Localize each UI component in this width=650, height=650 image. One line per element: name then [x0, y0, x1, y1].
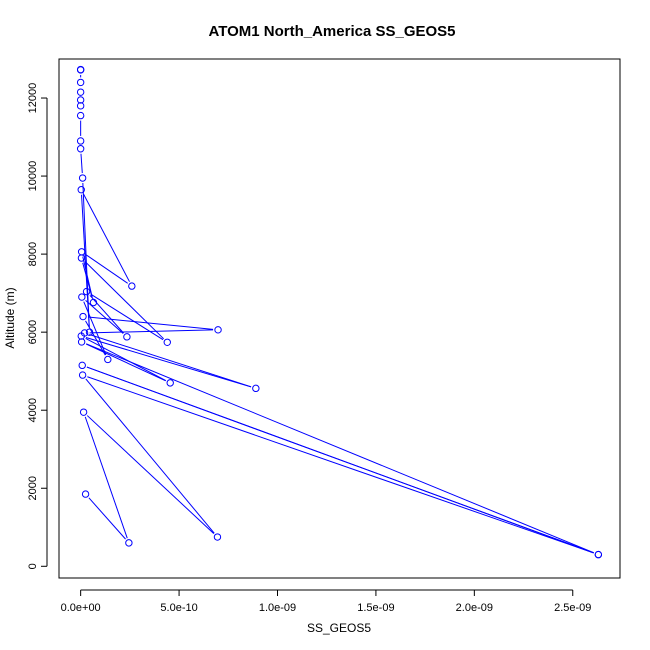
data-point	[78, 293, 86, 301]
series-line-segment	[86, 366, 594, 554]
data-point	[77, 248, 86, 256]
series-points	[76, 65, 603, 559]
data-point	[77, 254, 86, 262]
data-point	[76, 111, 85, 120]
series-line-segment	[85, 337, 252, 388]
x-tick-label: 0.0e+00	[61, 602, 101, 614]
data-point	[163, 338, 171, 347]
x-tick-label: 1.5e-09	[357, 602, 394, 614]
data-point	[76, 137, 85, 145]
series-line-segment	[83, 193, 130, 282]
data-point	[104, 355, 112, 364]
y-tick-label: 10000	[27, 161, 39, 192]
data-point	[76, 102, 85, 110]
data-point	[78, 361, 86, 370]
data-point	[594, 550, 603, 559]
series-line-segment	[89, 329, 214, 334]
y-tick-label: 12000	[27, 83, 39, 114]
series-line-segment	[85, 378, 215, 534]
data-point	[89, 298, 98, 307]
data-point	[76, 145, 85, 153]
series-line-segment	[80, 153, 83, 174]
data-point	[78, 371, 87, 379]
y-tick-label: 0	[27, 563, 39, 569]
data-point	[125, 539, 133, 547]
series-lines	[80, 74, 594, 554]
y-axis-label: Altitude (m)	[3, 287, 17, 348]
plot-frame	[58, 58, 621, 579]
x-axis: 0.0e+00 5.0e-10 1.0e-09 1.5e-09 2.0e-09 2.5e-…	[61, 589, 591, 614]
data-point	[252, 384, 260, 393]
data-point	[128, 282, 136, 290]
data-point	[213, 533, 222, 541]
y-axis: 0 2000 4000 6000 8000 10000 12000	[27, 83, 48, 569]
data-point	[77, 186, 85, 194]
series-line-segment	[85, 343, 166, 382]
data-point	[123, 333, 131, 341]
series-line-segment	[85, 254, 128, 284]
series-line-segment	[82, 182, 90, 328]
data-point	[77, 338, 86, 346]
data-point	[76, 96, 85, 104]
series-line-segment	[88, 497, 126, 540]
series-line-segment	[89, 334, 252, 388]
series-line-segment	[85, 299, 124, 334]
series-line-segment	[83, 301, 107, 356]
data-point	[79, 312, 87, 321]
series-line-segment	[86, 415, 215, 534]
series-line-segment	[90, 293, 164, 341]
y-tick-label: 6000	[27, 320, 39, 344]
x-tick-label: 2.0e-09	[456, 602, 493, 614]
data-point	[78, 174, 87, 182]
data-point	[79, 408, 88, 416]
data-point	[166, 379, 174, 387]
data-point	[76, 78, 85, 87]
x-axis-label: SS_GEOS5	[307, 621, 371, 635]
data-point	[81, 490, 90, 498]
series-line-segment	[89, 294, 124, 334]
y-tick-label: 4000	[27, 398, 39, 422]
series-line-segment	[87, 376, 594, 554]
data-point	[76, 65, 85, 74]
series-line-segment	[86, 343, 594, 554]
series-line-segment	[84, 261, 165, 340]
series-line-segment	[85, 337, 167, 382]
data-point	[80, 329, 89, 337]
series-line-segment	[87, 316, 214, 330]
data-point	[76, 88, 85, 96]
series-line-segment	[84, 416, 128, 539]
x-tick-label: 1.0e-09	[259, 602, 296, 614]
x-tick-label: 2.5e-09	[554, 602, 591, 614]
y-tick-label: 2000	[27, 476, 39, 500]
x-tick-label: 5.0e-10	[160, 602, 197, 614]
data-point	[214, 326, 222, 334]
chart-title: ATOM1 North_America SS_GEOS5	[208, 23, 455, 40]
data-point	[82, 287, 91, 296]
data-point	[85, 328, 94, 336]
y-tick-label: 8000	[27, 242, 39, 266]
